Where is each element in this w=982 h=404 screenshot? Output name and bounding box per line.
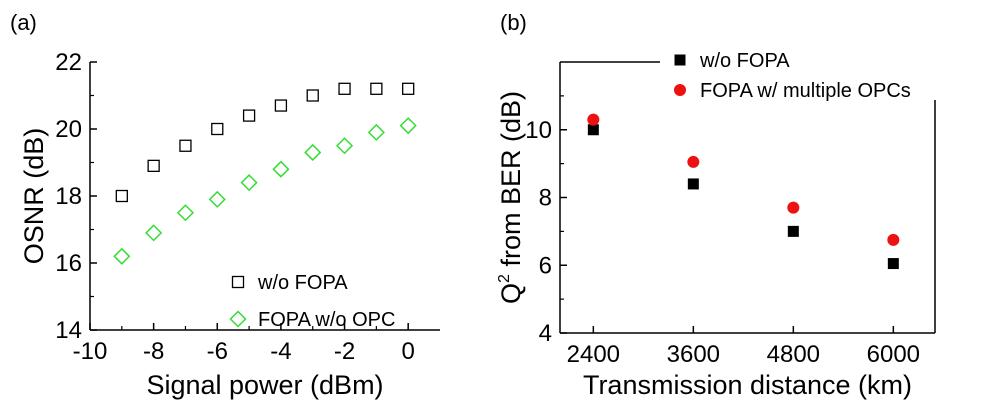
data-point (274, 99, 288, 112)
data-point (304, 143, 322, 162)
y-tick-label: 8 (539, 185, 552, 212)
y-tick-label: 16 (55, 250, 82, 277)
data-point (240, 174, 258, 192)
data-point (787, 201, 800, 214)
data-point (272, 160, 290, 178)
legend-label: w/o FOPA (257, 272, 348, 294)
x-tick-label: -6 (207, 338, 228, 365)
legend-label: w/o FOPA (699, 50, 790, 72)
data-point (687, 178, 699, 190)
x-axis-label: Signal power (dBm) (146, 370, 383, 400)
data-point (370, 82, 383, 95)
series-2 (587, 113, 900, 246)
y-tick-label: 22 (55, 49, 82, 76)
data-point (176, 204, 195, 222)
data-point (306, 89, 319, 102)
data-point (211, 122, 224, 136)
legend-label: FOPA w/o OPC (258, 309, 395, 331)
data-point (399, 117, 417, 135)
legend-marker (231, 275, 245, 289)
data-point (587, 124, 599, 136)
data-point (587, 113, 600, 126)
x-tick-label: 3600 (667, 341, 720, 368)
series-1 (115, 82, 415, 203)
data-point (367, 123, 385, 141)
y-tick-label: 10 (525, 117, 552, 144)
y-tick-label: 6 (539, 252, 552, 279)
y-tick-label: 14 (55, 317, 82, 344)
x-tick-label: 4800 (767, 341, 820, 368)
x-axis-label: Transmission distance (km) (583, 370, 912, 400)
x-tick-label: -8 (143, 338, 164, 365)
series-2 (113, 117, 417, 265)
series-1 (587, 124, 899, 270)
data-point (335, 137, 354, 155)
y-tick-label: 20 (55, 116, 82, 143)
x-tick-label: -4 (270, 338, 291, 365)
legend: w/o FOPA FOPA w/ multiple OPCs (674, 50, 911, 102)
y-tick-label: 4 (539, 320, 552, 347)
data-point (787, 225, 799, 237)
legend-label: FOPA w/ multiple OPCs (700, 80, 911, 102)
panel-label: (a) (10, 10, 37, 35)
data-point (887, 233, 900, 246)
panel-a-chart: (a) -10 -8 -6 -4 -2 0 14 16 18 20 22 Signal power (d… (10, 10, 440, 400)
y-axis-label: Q2 from BER (dB) (496, 91, 526, 304)
x-tick-label: 6000 (867, 341, 920, 368)
legend: w/o FOPA FOPA w/o OPC (229, 272, 395, 331)
data-point (147, 159, 160, 173)
data-point (338, 82, 351, 95)
data-point (115, 189, 128, 203)
data-point (687, 155, 700, 168)
panel-label: (b) (500, 10, 527, 35)
x-tick-label: 2400 (567, 341, 620, 368)
y-axis-label: OSNR (dB) (19, 128, 49, 265)
data-point (242, 109, 256, 122)
legend-marker (229, 310, 247, 328)
y-tick-label: 18 (55, 183, 82, 210)
data-point (208, 190, 226, 208)
data-point (145, 224, 163, 242)
data-point (402, 82, 415, 95)
data-point (887, 258, 899, 270)
panel-b-chart: (b) 2400 3600 4800 6000 4 6 8 10 Transmission dis… (496, 10, 936, 400)
x-tick-label: -2 (334, 338, 355, 365)
legend-marker (674, 84, 686, 96)
x-tick-label: 0 (402, 338, 415, 365)
x-tick-label: -10 (73, 338, 108, 365)
data-point (113, 247, 131, 265)
data-point (179, 139, 192, 152)
legend-marker (674, 54, 686, 66)
